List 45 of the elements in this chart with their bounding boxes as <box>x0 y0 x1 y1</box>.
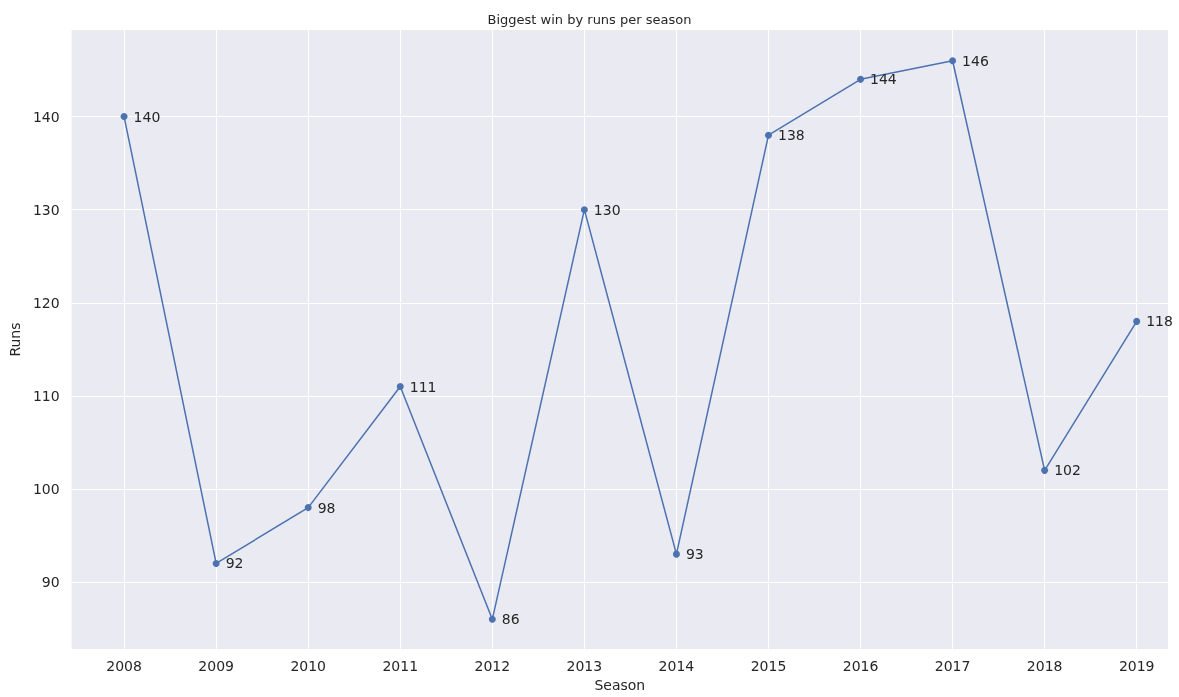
data-label: 138 <box>777 127 805 144</box>
x-tick-label: 2017 <box>934 658 971 675</box>
data-label: 130 <box>593 201 621 218</box>
x-tick-label: 2011 <box>382 658 419 675</box>
y-tick-label: 140 <box>32 108 60 125</box>
data-label: 118 <box>1146 313 1173 330</box>
point <box>949 57 957 65</box>
y-tick-label: 120 <box>32 294 60 311</box>
y-tick-label: 100 <box>32 480 60 497</box>
x-tick-label: 2016 <box>842 658 879 675</box>
point <box>396 383 404 391</box>
data-label: 92 <box>225 555 244 572</box>
data-label: 144 <box>870 71 897 88</box>
data-label: 111 <box>409 378 437 395</box>
x-tick-label: 2018 <box>1026 658 1063 675</box>
point <box>120 113 128 121</box>
x-tick-label: 2010 <box>290 658 327 675</box>
point <box>304 504 312 512</box>
point <box>672 550 680 558</box>
data-label: 146 <box>962 52 989 69</box>
point <box>1041 466 1049 474</box>
data-label: 102 <box>1054 462 1081 479</box>
x-tick-label: 2015 <box>750 658 787 675</box>
x-tick-label: 2014 <box>658 658 695 675</box>
x-axis-title: Season <box>594 677 646 693</box>
data-label: 86 <box>501 611 520 628</box>
y-tick-label: 90 <box>41 574 60 591</box>
point <box>488 615 496 623</box>
point <box>764 131 772 139</box>
y-tick-label: 110 <box>32 387 60 404</box>
x-tick-label: 2012 <box>474 658 511 675</box>
x-tick-label: 2019 <box>1118 658 1155 675</box>
x-tick-label: 2008 <box>106 658 142 675</box>
data-label: 93 <box>685 546 704 563</box>
x-tick-label: 2013 <box>566 658 603 675</box>
point <box>1133 317 1141 325</box>
data-label: 98 <box>317 499 336 516</box>
y-tick-label: 130 <box>32 201 60 218</box>
x-tick-label: 2009 <box>198 658 234 675</box>
chart-title: Biggest win by runs per season <box>487 12 692 27</box>
data-label: 140 <box>133 108 161 125</box>
point <box>857 75 865 83</box>
point <box>212 559 220 567</box>
y-axis-title: Runs <box>7 322 23 357</box>
point <box>580 206 588 214</box>
